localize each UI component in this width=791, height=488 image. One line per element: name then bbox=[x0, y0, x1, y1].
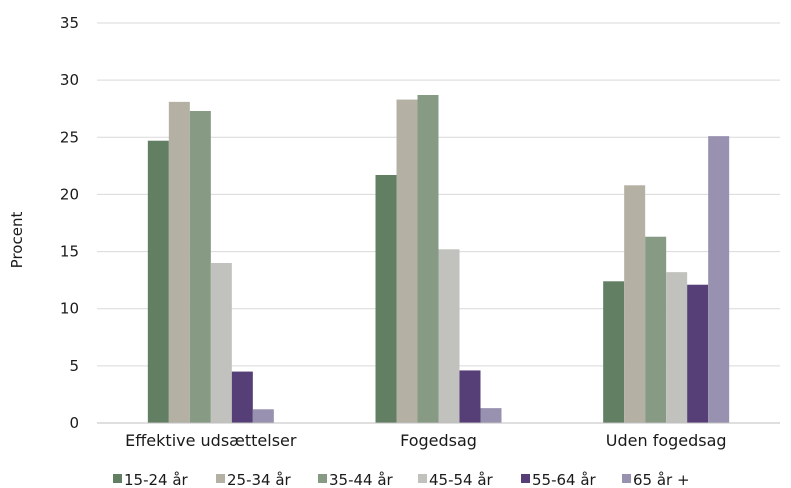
legend-label: 55-64 år bbox=[532, 471, 597, 488]
legend-label: 45-54 år bbox=[429, 471, 494, 488]
bar bbox=[252, 409, 274, 423]
legend-swatch bbox=[418, 474, 427, 483]
bar bbox=[645, 236, 667, 423]
bar bbox=[603, 281, 625, 423]
bar bbox=[624, 185, 646, 423]
bar bbox=[438, 249, 460, 423]
y-tick-label: 10 bbox=[60, 300, 79, 318]
legend-label: 25-34 år bbox=[227, 471, 292, 488]
y-tick-label: 35 bbox=[60, 14, 79, 32]
bar bbox=[396, 99, 418, 424]
y-tick-label: 15 bbox=[60, 243, 79, 261]
bars bbox=[147, 95, 730, 424]
x-category-label: Fogedsag bbox=[400, 431, 477, 450]
y-tick-label: 20 bbox=[60, 185, 79, 203]
legend-label: 35-44 år bbox=[329, 471, 394, 488]
y-axis-ticks: 0 5 10 15 20 25 30 35 bbox=[60, 14, 79, 432]
bar bbox=[168, 101, 190, 423]
bar bbox=[210, 263, 232, 423]
legend-swatch bbox=[216, 474, 225, 483]
y-tick-label: 0 bbox=[69, 414, 79, 432]
legend: 15-24 år 25-34 år 35-44 år 45-54 år 55-64 år… bbox=[113, 471, 690, 488]
category-labels: Effektive udsættelser Fogedsag Uden fogeds… bbox=[125, 431, 726, 450]
legend-label: 65 år + bbox=[633, 471, 690, 488]
legend-swatch bbox=[521, 474, 530, 483]
legend-swatch bbox=[318, 474, 327, 483]
bar bbox=[459, 370, 481, 423]
bar bbox=[375, 175, 397, 423]
bar bbox=[480, 408, 502, 423]
legend-swatch bbox=[113, 474, 122, 483]
bar bbox=[231, 371, 253, 423]
x-category-label: Uden fogedsag bbox=[606, 431, 727, 450]
y-axis-label: Procent bbox=[8, 212, 26, 269]
y-tick-label: 5 bbox=[69, 357, 79, 375]
y-tick-label: 30 bbox=[60, 71, 79, 89]
x-category-label: Effektive udsættelser bbox=[125, 431, 297, 450]
bar bbox=[687, 284, 709, 423]
bar bbox=[147, 140, 169, 423]
legend-swatch bbox=[622, 474, 631, 483]
bar bbox=[666, 272, 688, 423]
y-tick-label: 25 bbox=[60, 128, 79, 146]
bar bbox=[189, 111, 211, 423]
bar bbox=[417, 95, 439, 423]
bar bbox=[708, 136, 730, 423]
legend-label: 15-24 år bbox=[124, 471, 189, 488]
